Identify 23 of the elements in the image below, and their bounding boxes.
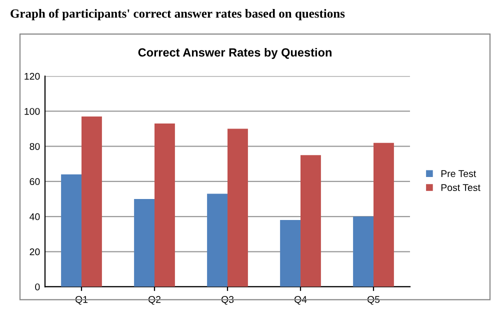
y-tick-label: 80 xyxy=(30,143,40,150)
bar xyxy=(82,116,102,287)
x-tick-label: Q1 xyxy=(75,296,88,305)
legend-label: Pre Test xyxy=(441,170,476,178)
bar xyxy=(228,128,248,287)
bar xyxy=(61,174,82,287)
bar xyxy=(280,220,300,287)
bar xyxy=(353,216,374,287)
bar xyxy=(154,124,175,287)
text: Graph of participants' correct answer rates based on questions xyxy=(10,8,345,20)
y-tick-label: 120 xyxy=(24,72,40,80)
x-tick-label: Q2 xyxy=(148,296,160,305)
bar xyxy=(374,142,394,287)
y-tick-label: 100 xyxy=(24,108,40,115)
bar xyxy=(207,194,228,287)
bar xyxy=(300,155,321,287)
chart-title: Correct Answer Rates by Question xyxy=(138,48,332,59)
y-tick-label: 40 xyxy=(30,213,40,220)
bar xyxy=(134,198,154,287)
y-tick-label: 60 xyxy=(30,178,40,186)
y-tick-label: 20 xyxy=(30,248,40,256)
legend-label: Post Test xyxy=(441,184,480,192)
y-tick-label: 0 xyxy=(35,283,40,290)
